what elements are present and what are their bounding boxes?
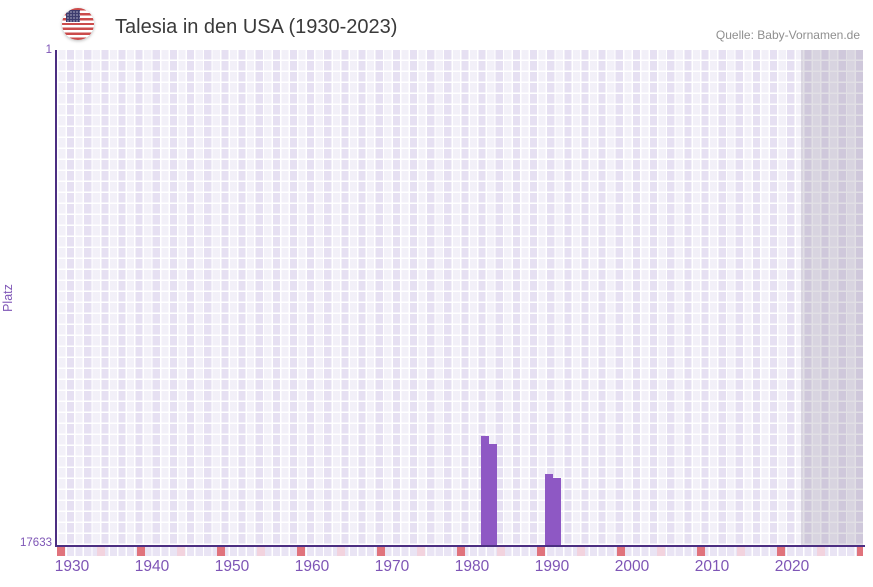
- us-flag-icon: [62, 8, 94, 40]
- bar-1991[interactable]: [545, 473, 553, 545]
- x-tick-label-1950: 1950: [214, 558, 250, 575]
- x-tick-label-2010: 2010: [694, 558, 730, 575]
- half-decade-marker-1955: [257, 547, 265, 556]
- x-tick-label-2000: 2000: [614, 558, 650, 575]
- decade-marker-2010: [697, 547, 705, 556]
- bar-1992[interactable]: [553, 478, 561, 545]
- half-decade-marker-1985: [497, 547, 505, 556]
- decade-marker-1990: [537, 547, 545, 556]
- half-decade-marker-1965: [337, 547, 345, 556]
- half-decade-marker-1935: [97, 547, 105, 556]
- timeline-marker-strip: [57, 547, 863, 556]
- x-tick-label-1960: 1960: [294, 558, 330, 575]
- decade-marker-1940: [137, 547, 145, 556]
- source-credit: Quelle: Baby-Vornamen.de: [715, 28, 860, 42]
- half-decade-marker-2005: [657, 547, 665, 556]
- decade-marker-2000: [617, 547, 625, 556]
- x-tick-label-2020: 2020: [774, 558, 810, 575]
- x-tick-label-1940: 1940: [134, 558, 170, 575]
- chart-title: Talesia in den USA (1930-2023): [115, 16, 398, 38]
- x-tick-label-1930: 1930: [54, 558, 90, 575]
- decade-marker-2020: [777, 547, 785, 556]
- decade-marker-1950: [217, 547, 225, 556]
- half-decade-marker-1995: [577, 547, 585, 556]
- half-decade-marker-1975: [417, 547, 425, 556]
- y-tick-label-top: 1: [45, 44, 52, 56]
- y-tick-label-bottom: 17633: [20, 537, 52, 549]
- us-flag-canton: [66, 10, 80, 22]
- plot-area: [55, 50, 865, 547]
- plot-grid: [57, 50, 863, 545]
- decade-marker-1960: [297, 547, 305, 556]
- half-decade-marker-1945: [177, 547, 185, 556]
- no-data-band: [801, 50, 863, 545]
- half-decade-marker-2025: [817, 547, 825, 556]
- decade-marker-1930: [57, 547, 65, 556]
- x-tick-label-1980: 1980: [454, 558, 490, 575]
- bar-1983[interactable]: [481, 436, 489, 545]
- x-axis-labels: 1930 1940 1950 1960 1970 1980 1990 2000 2010 2020: [54, 558, 863, 578]
- bar-1984[interactable]: [489, 443, 497, 545]
- decade-marker-1980: [457, 547, 465, 556]
- decade-marker-2030: [857, 547, 863, 556]
- x-tick-label-1970: 1970: [374, 558, 410, 575]
- decade-marker-1970: [377, 547, 385, 556]
- x-tick-label-1990: 1990: [534, 558, 570, 575]
- half-decade-marker-2015: [737, 547, 745, 556]
- y-axis-title: Platz: [1, 284, 15, 312]
